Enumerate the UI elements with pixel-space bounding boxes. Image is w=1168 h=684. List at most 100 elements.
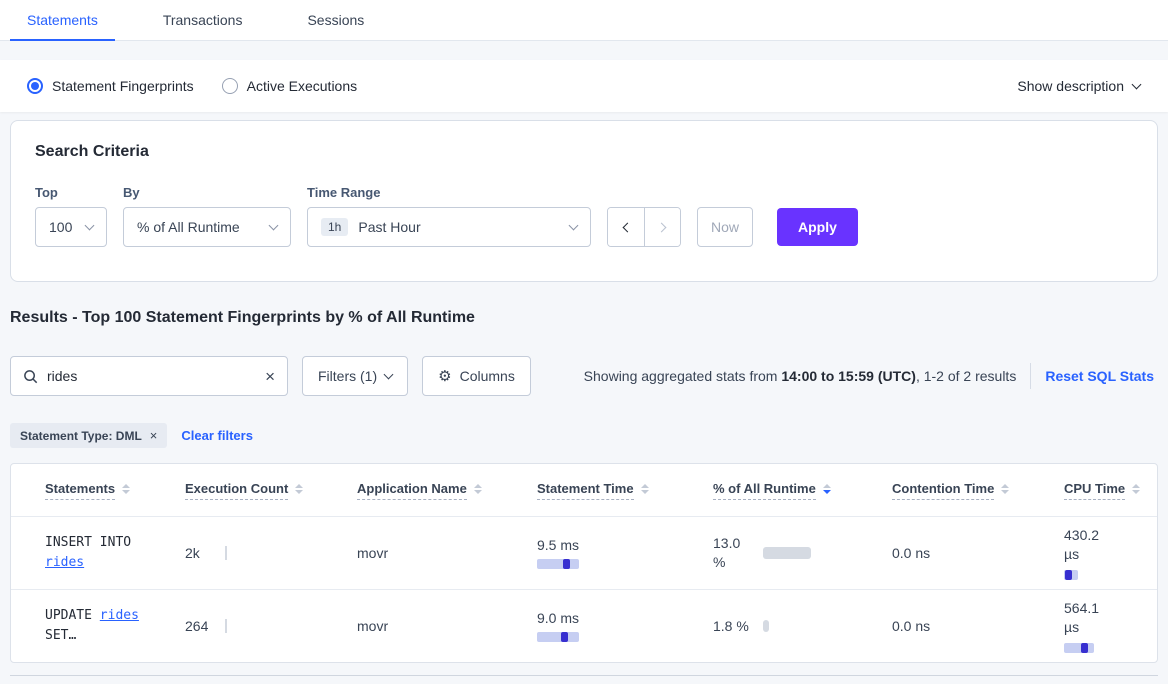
show-description-label: Show description	[1017, 78, 1124, 94]
statement-prefix: UPDATE	[45, 608, 100, 623]
columns-button-label: Columns	[459, 368, 515, 384]
header-pct-all-runtime-label: % of All Runtime	[713, 481, 816, 500]
tab-statements[interactable]: Statements	[10, 0, 115, 41]
statement-time-bar-tick	[561, 632, 568, 642]
filter-chip-statement-type: Statement Type: DML ×	[10, 423, 168, 448]
application-name-value: movr	[357, 545, 389, 561]
header-cpu-time-label: CPU Time	[1064, 481, 1126, 500]
statement-time-bar	[537, 559, 579, 569]
search-criteria-title: Search Criteria	[35, 143, 149, 160]
radio-statement-fingerprints-label: Statement Fingerprints	[52, 78, 194, 94]
chevron-down-icon	[268, 220, 279, 230]
filters-button-label: Filters (1)	[318, 368, 378, 384]
top-select-value: 100	[49, 219, 73, 235]
radio-unselected-icon	[221, 78, 238, 94]
by-label: By	[123, 185, 140, 200]
pct-runtime-cell: 13.0 %	[679, 534, 858, 572]
columns-button[interactable]: ⚙ Columns	[422, 356, 531, 396]
execution-count-cell: 264	[151, 618, 323, 634]
tab-transactions[interactable]: Transactions	[146, 0, 260, 40]
statement-cell: INSERT INTO rides	[11, 533, 151, 573]
application-name-cell: movr	[323, 545, 503, 561]
show-description-toggle[interactable]: Show description	[1017, 78, 1142, 94]
statement-time-cell: 9.0 ms	[503, 610, 679, 642]
stats-range: 14:00 to 15:59 (UTC)	[781, 368, 916, 384]
cpu-time-bar-tick	[1065, 570, 1072, 580]
tab-sessions[interactable]: Sessions	[290, 0, 381, 40]
top-field-group: Top 100	[35, 185, 107, 247]
top-select[interactable]: 100	[35, 207, 107, 247]
filters-button[interactable]: Filters (1)	[302, 356, 409, 396]
contention-time-value: 0.0 ns	[892, 618, 931, 634]
execution-count-bar	[225, 619, 227, 633]
clear-filters-link[interactable]: Clear filters	[181, 428, 253, 443]
stats-prefix: Showing aggregated stats from	[583, 368, 782, 384]
statement-suffix: SET…	[45, 628, 77, 643]
header-contention-time[interactable]: Contention Time	[858, 481, 1030, 500]
by-field-group: By % of All Runtime	[123, 185, 291, 247]
search-criteria-card: Search Criteria Top 100 By % of All Runt…	[10, 120, 1158, 282]
aggregated-stats-text: Showing aggregated stats from 14:00 to 1…	[584, 368, 1017, 384]
cpu-time-bar	[1064, 570, 1078, 580]
sort-icon[interactable]	[473, 483, 482, 494]
by-select-value: % of All Runtime	[137, 219, 240, 235]
sort-icon[interactable]	[295, 483, 304, 494]
next-time-range-button[interactable]	[644, 208, 680, 246]
radio-statement-fingerprints[interactable]: Statement Fingerprints	[27, 78, 194, 94]
header-pct-all-runtime[interactable]: % of All Runtime	[679, 481, 858, 500]
view-radio-group: Statement Fingerprints Active Executions	[27, 78, 357, 94]
header-execution-count[interactable]: Execution Count	[151, 481, 323, 500]
search-box: ×	[10, 356, 288, 396]
tab-statements-label: Statements	[27, 12, 98, 28]
top-tab-bar: Statements Transactions Sessions	[0, 0, 1168, 41]
statement-time-cell: 9.5 ms	[503, 537, 679, 569]
cpu-time-bar	[1064, 643, 1094, 653]
tab-transactions-label: Transactions	[162, 12, 243, 28]
by-select[interactable]: % of All Runtime	[123, 207, 291, 247]
sort-icon[interactable]	[122, 483, 131, 494]
time-range-select[interactable]: 1h Past Hour	[307, 207, 591, 247]
header-statement-time[interactable]: Statement Time	[503, 481, 679, 500]
radio-active-executions-label: Active Executions	[246, 78, 358, 94]
time-range-badge: 1h	[321, 218, 349, 236]
remove-filter-icon[interactable]: ×	[149, 428, 158, 443]
chevron-right-icon	[656, 222, 666, 232]
search-criteria-controls: Top 100 By % of All Runtime Time Range 1…	[35, 185, 1133, 247]
search-input[interactable]	[47, 368, 257, 384]
table-row: UPDATE rides SET… 264 movr 9.0 ms 1.8 % …	[11, 589, 1157, 662]
gear-icon: ⚙	[438, 366, 452, 385]
header-statements[interactable]: Statements	[11, 481, 151, 500]
sort-icon-active[interactable]	[822, 483, 831, 494]
cpu-time-cell: 430.2 µs	[1030, 526, 1157, 580]
now-button[interactable]: Now	[697, 207, 753, 247]
statement-link[interactable]: rides	[45, 555, 85, 570]
stats-suffix: , 1-2 of 2 results	[915, 368, 1017, 384]
sort-icon[interactable]	[1001, 483, 1010, 494]
chevron-down-icon	[84, 220, 95, 230]
top-label: Top	[35, 185, 58, 200]
statement-time-bar	[537, 632, 579, 642]
statement-text: INSERT INTO rides	[45, 533, 149, 573]
view-toggle-bar: Statement Fingerprints Active Executions…	[0, 60, 1168, 112]
statement-link[interactable]: rides	[99, 608, 139, 623]
previous-time-range-button[interactable]	[608, 208, 644, 246]
clear-search-icon[interactable]: ×	[265, 366, 275, 386]
statement-text: UPDATE rides SET…	[45, 606, 149, 646]
header-statements-label: Statements	[45, 481, 116, 500]
sort-icon[interactable]	[1132, 483, 1141, 494]
cpu-time-value: 564.1 µs	[1064, 600, 1100, 635]
sort-icon[interactable]	[640, 483, 649, 494]
time-range-select-value: Past Hour	[358, 219, 421, 235]
results-table: Statements Execution Count Application N…	[10, 463, 1158, 663]
chevron-down-icon	[383, 369, 394, 379]
filter-chip-label: Statement Type: DML	[20, 428, 142, 443]
header-cpu-time[interactable]: CPU Time	[1030, 481, 1157, 500]
radio-active-executions[interactable]: Active Executions	[221, 78, 358, 94]
contention-time-value: 0.0 ns	[892, 545, 931, 561]
header-contention-time-label: Contention Time	[892, 481, 995, 500]
apply-button[interactable]: Apply	[777, 208, 858, 246]
execution-count-value: 2k	[185, 545, 200, 561]
reset-sql-stats-link[interactable]: Reset SQL Stats	[1045, 368, 1154, 384]
header-application-name[interactable]: Application Name	[323, 481, 503, 500]
chevron-down-icon	[1131, 79, 1142, 89]
